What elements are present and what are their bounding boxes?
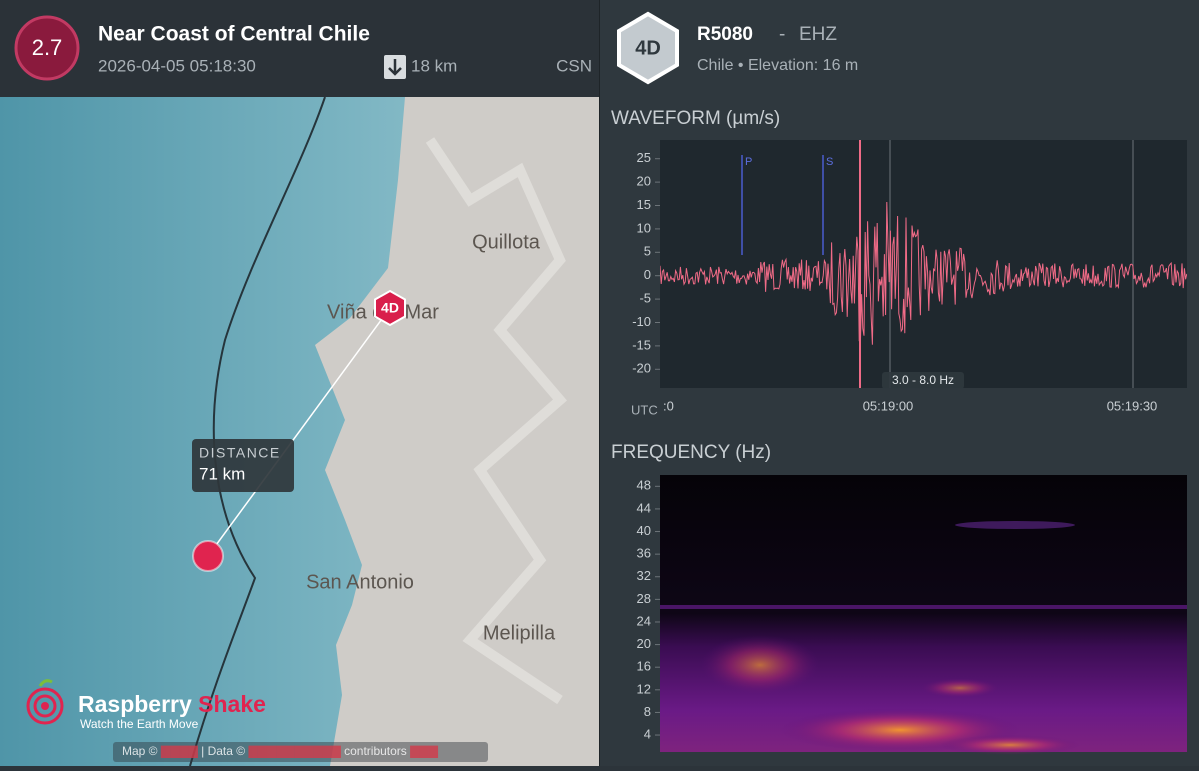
y-tick-label: 28 (637, 591, 651, 606)
waveform-plot (660, 140, 1187, 388)
attribution-link[interactable]: ▇▇▇▇ (160, 744, 199, 758)
logo-tagline: Watch the Earth Move (80, 717, 199, 731)
y-tick-label: 24 (637, 613, 651, 628)
waveform-trace (660, 140, 1187, 388)
y-tick-label: 20 (637, 174, 651, 189)
y-tick-label: 44 (637, 500, 651, 515)
y-tick-label: 25 (637, 150, 651, 165)
phase-label: S (826, 156, 833, 168)
y-tick-label: 20 (637, 636, 651, 651)
event-depth: 18 km (411, 56, 457, 75)
y-tick-label: 0 (644, 267, 651, 282)
y-tick-label: 12 (637, 681, 651, 696)
logo-name-part: Raspberry (78, 691, 192, 717)
station-location: Chile • Elevation: 16 m (697, 57, 858, 74)
event-title: Near Coast of Central Chile (98, 23, 370, 46)
attribution: Map © ▇▇▇▇ | Data © ▇▇▇▇▇▇▇▇▇▇ contribut… (122, 744, 439, 758)
y-tick-label: -15 (632, 337, 651, 352)
attribution-part: Map © (122, 744, 158, 758)
time-axis-label: UTC (631, 402, 658, 417)
place-label: San Antonio (306, 571, 414, 593)
y-tick-label: 32 (637, 568, 651, 583)
trace-line (660, 201, 1187, 345)
x-tick-label: :0 (663, 398, 674, 413)
attribution-part: | Data © (201, 744, 245, 758)
phase-label: P (745, 156, 752, 168)
magnitude: 2.7 (32, 35, 63, 60)
magnitude-badge (14, 15, 80, 81)
y-tick-label: 15 (637, 197, 651, 212)
x-tick-label: 05:19:00 (863, 398, 914, 413)
attribution-link[interactable]: ▇▇▇▇▇▇▇▇▇▇ (247, 744, 341, 758)
attribution-link[interactable]: ▇▇▇ (409, 744, 438, 758)
left-header (0, 0, 599, 97)
frequency-title: FREQUENCY (Hz) (611, 442, 771, 463)
station-badge-label: 4D (635, 37, 661, 59)
y-tick-label: 48 (637, 478, 651, 493)
y-tick-label: 4 (644, 726, 651, 741)
spectrogram-band (955, 521, 1075, 529)
place-label: Melipilla (483, 622, 556, 644)
depth-arrow (388, 59, 402, 76)
event-datetime: 2026-04-05 05:18:30 (98, 56, 256, 75)
y-tick-label: -20 (632, 361, 651, 376)
event-source: CSN (556, 56, 592, 75)
spectrogram-energy (940, 735, 1080, 755)
station-marker[interactable] (374, 289, 406, 327)
epicenter-marker[interactable] (192, 540, 224, 572)
station-code: R5080 (697, 24, 753, 45)
station-separator: - (779, 24, 785, 45)
attribution-bg (113, 742, 488, 762)
station-marker-label: 4D (381, 300, 399, 316)
logo-name: Raspberry Shake (78, 691, 266, 717)
map: Quillota Viña del Mar San Antonio Melipi… (0, 96, 599, 767)
axes: 2520151050-5-10-15-204812162024283236404… (632, 150, 660, 741)
y-tick-label: -5 (639, 291, 651, 306)
y-tick-label: 40 (637, 523, 651, 538)
land (315, 97, 599, 766)
spectrogram (660, 475, 1187, 755)
y-tick-label: 8 (644, 704, 651, 719)
logo-icon (26, 679, 64, 725)
spectrogram-energy (920, 678, 1000, 698)
waveform-title: WAVEFORM (µm/s) (611, 108, 780, 129)
x-tick-label: 05:19:30 (1107, 398, 1158, 413)
spectrogram-energy (700, 635, 820, 695)
distance-label: DISTANCE (199, 445, 281, 461)
logo-name-accent: Shake (198, 691, 266, 717)
y-tick-label: -10 (632, 314, 651, 329)
station-badge (617, 11, 679, 85)
attribution-part: contributors (344, 744, 407, 758)
filter-badge (882, 372, 964, 389)
place-label: Quillota (472, 231, 541, 253)
spectrogram-bg (660, 475, 1187, 752)
terrain (425, 137, 568, 705)
y-tick-label: 36 (637, 546, 651, 561)
y-tick-label: 5 (644, 244, 651, 259)
distance-value: 71 km (199, 464, 245, 483)
filter-label: 3.0 - 8.0 Hz (892, 373, 954, 387)
station-channel: EHZ (799, 24, 837, 45)
distance-box (192, 439, 294, 492)
distance-line (207, 307, 391, 557)
y-tick-label: 16 (637, 659, 651, 674)
y-tick-label: 10 (637, 220, 651, 235)
spectrogram-band (660, 605, 1187, 609)
